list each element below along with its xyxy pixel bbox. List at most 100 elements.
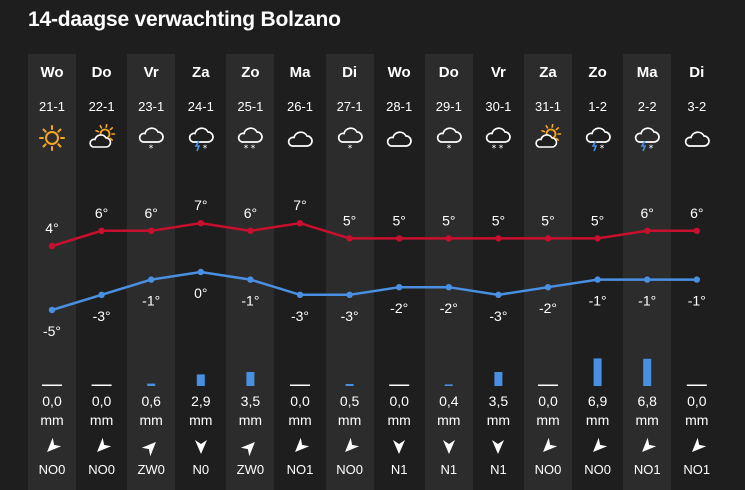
max-temp-point	[396, 235, 403, 242]
min-temp-label: -3°	[291, 308, 309, 324]
min-temp-point	[296, 291, 304, 298]
precip-unit: mm	[437, 412, 461, 428]
date-label: 24-1	[187, 99, 214, 114]
wind-label: N1	[440, 462, 458, 477]
svg-text:*: *	[149, 144, 154, 152]
min-temp-label: -3°	[489, 308, 507, 324]
precip-value: 0,0	[538, 393, 558, 409]
wind-label: NO1	[633, 462, 661, 477]
precip-value: 3,5	[240, 393, 261, 409]
day-label: Ma	[289, 64, 311, 81]
min-temp-point	[197, 268, 204, 276]
cloud-thunder-snow-icon: *	[583, 124, 613, 152]
date-label: 21-1	[38, 99, 66, 114]
precip-value: 0,0	[42, 393, 62, 409]
date-label: 27-1	[336, 99, 363, 114]
day-label: Za	[192, 64, 210, 81]
max-temp-label: 6°	[690, 205, 703, 221]
precip-bar	[593, 358, 602, 386]
cloud-heavy-snow-icon: * *	[483, 124, 513, 152]
precip-value: 2,9	[191, 393, 211, 409]
cloud-heavy-snow-icon: * *	[235, 124, 265, 152]
svg-text:*: *	[599, 144, 604, 152]
wind-arrow-icon	[290, 437, 310, 457]
max-temp-label: 7°	[194, 197, 207, 213]
max-temp-point	[98, 227, 105, 234]
day-label: Vr	[490, 64, 506, 81]
max-temp-label: 5°	[492, 212, 505, 228]
min-temp-point	[98, 291, 105, 298]
precip-unit: mm	[635, 412, 659, 428]
precip-unit: mm	[139, 412, 163, 428]
wind-label: NO1	[286, 462, 314, 477]
svg-text:*: *	[244, 144, 249, 152]
wind-label: NO0	[336, 462, 363, 477]
svg-text:*: *	[447, 144, 452, 152]
precip-bar	[290, 384, 310, 386]
precip-unit: mm	[238, 412, 263, 428]
max-temp-point	[495, 235, 502, 242]
precip-unit: mm	[337, 412, 362, 428]
precip-value: 0,6	[141, 393, 161, 409]
cloud-thunder-snow-icon: *	[186, 124, 216, 152]
wind-label: N1	[490, 462, 507, 477]
precip-unit: mm	[288, 412, 312, 428]
day-label: Do	[91, 64, 112, 81]
wind-label: NO1	[683, 462, 711, 477]
precip-bar	[196, 374, 205, 386]
wind-arrow-icon	[141, 437, 161, 457]
sun-icon	[37, 124, 67, 152]
wind-label: N1	[390, 462, 408, 477]
precip-value: 6,9	[587, 393, 608, 409]
precip-value: 0,0	[389, 393, 409, 409]
partly-cloudy-icon	[87, 124, 117, 152]
wind-arrow-icon	[588, 437, 608, 457]
cloud-snow-icon: *	[434, 124, 464, 152]
day-label: Di	[689, 64, 705, 81]
date-label: 1-2	[588, 99, 607, 114]
max-temp-point	[296, 220, 304, 227]
max-temp-label: 7°	[293, 197, 306, 213]
cloud-icon	[384, 124, 414, 152]
wind-arrow-icon	[340, 437, 360, 457]
max-temp-label: 5°	[393, 212, 406, 228]
date-label: 31-1	[534, 99, 562, 114]
partly-cloudy-icon	[533, 124, 563, 152]
wind-arrow-icon	[240, 437, 260, 457]
wind-label: ZW0	[137, 462, 165, 477]
precip-unit: mm	[40, 412, 64, 428]
precip-unit: mm	[387, 412, 411, 428]
min-temp-point	[495, 291, 502, 298]
date-label: 30-1	[485, 99, 512, 114]
svg-text:*: *	[492, 144, 497, 152]
day-label: Wo	[40, 64, 64, 81]
day-label: Vr	[143, 64, 159, 81]
min-temp-point	[693, 276, 700, 283]
page-title: 14-daagse verwachting Bolzano	[28, 8, 341, 31]
max-temp-point	[197, 220, 204, 227]
min-temp-label: -2°	[390, 300, 408, 316]
min-temp-label: 0°	[194, 285, 207, 301]
precip-unit: mm	[89, 412, 114, 428]
day-label: Wo	[387, 64, 411, 81]
day-label: Ma	[636, 64, 658, 81]
wind-arrow-icon	[488, 437, 508, 457]
precip-value: 0,4	[439, 393, 459, 409]
max-temp-point	[693, 227, 700, 234]
date-label: 28-1	[386, 99, 413, 114]
cloud-icon	[682, 124, 712, 152]
precip-bar	[389, 384, 410, 386]
wind-label: NO0	[38, 462, 66, 477]
svg-text:*: *	[347, 144, 352, 152]
precip-value: 0,0	[687, 393, 707, 409]
wind-arrow-icon	[42, 437, 62, 457]
date-label: 2-2	[637, 99, 657, 114]
max-temp-label: 6°	[95, 205, 108, 221]
wind-arrow-icon	[637, 437, 657, 457]
cloud-snow-icon: *	[335, 124, 365, 152]
min-temp-label: -1°	[589, 293, 607, 309]
svg-text:*: *	[499, 144, 504, 152]
precip-unit: mm	[585, 412, 610, 428]
wind-label: NO0	[88, 462, 115, 477]
wind-label: NO0	[534, 462, 562, 477]
